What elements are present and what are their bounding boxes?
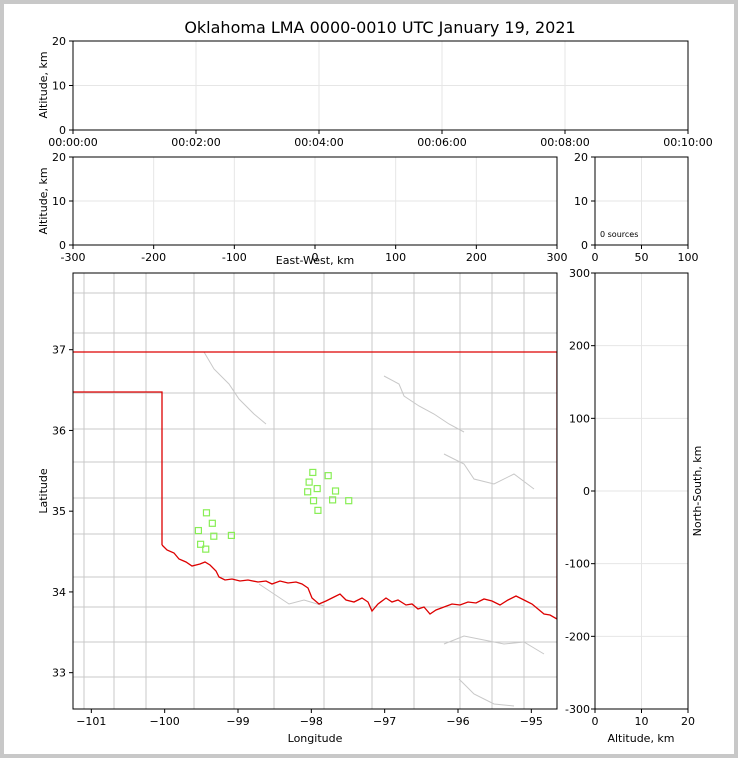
red-river-border: [161, 544, 557, 620]
alt-ns-y-tick-label: -300: [565, 703, 590, 716]
time-altitude-x-tick-label: 00:10:00: [663, 136, 712, 149]
time-altitude-x-tick-label: 00:06:00: [417, 136, 466, 149]
lma-station-marker: [324, 472, 332, 480]
longitude-tick-label: −97: [373, 715, 396, 728]
longitude-tick-label: −95: [520, 715, 543, 728]
county-lines: [73, 273, 557, 709]
lma-station-marker: [309, 468, 317, 477]
alt-ns-y-tick-label: 100: [569, 412, 590, 425]
east-west-y-tick-label: 0: [59, 239, 66, 252]
county-line: [203, 351, 267, 425]
lma-station-marker: [210, 532, 218, 540]
latitude-tick-label: 33: [52, 667, 66, 680]
lma-station-marker: [314, 506, 322, 514]
alt-ns-x-tick-label: 0: [592, 715, 599, 728]
altitude-north-south-panel: 0 10 20 -300 -200 -100 0 100 200 300 North-South,…: [565, 267, 704, 745]
state-border: [73, 351, 557, 620]
alt-ns-x-tick-label: 10: [635, 715, 649, 728]
alt-ns-y-tick-label: 200: [569, 340, 590, 353]
longitude-tick-label: −96: [446, 715, 469, 728]
time-altitude-x-tick-label: 00:00:00: [48, 136, 97, 149]
time-altitude-x-tick-label: 00:02:00: [171, 136, 220, 149]
county-line: [443, 635, 545, 655]
alt-ns-y-tick-label: 0: [583, 485, 590, 498]
lma-station-marker: [304, 488, 312, 496]
histogram-x-tick-label: 50: [635, 251, 649, 264]
altitude-histogram-panel: 0 50 100 0 10 20 0 sources: [574, 151, 699, 264]
time-altitude-ylabel: Altitude, km: [37, 51, 50, 118]
latitude-tick-label: 34: [52, 586, 66, 599]
longitude-tick-label: −101: [76, 715, 106, 728]
panhandle-border: [73, 391, 163, 545]
alt-ns-y-tick-label: -200: [565, 630, 590, 643]
county-line: [458, 678, 515, 707]
lma-figure: Oklahoma LMA 0000-0010 UTC January 19, 2…: [37, 18, 713, 745]
map-frame: [72, 272, 558, 710]
lma-station-marker: [309, 497, 318, 505]
plan-view-map-panel: −101 −100 −99 −98 −97 −96 −95 33 34 35 36 37 Latitu…: [37, 272, 558, 745]
latitude-tick-label: 37: [52, 344, 66, 357]
histogram-y-tick-label: 0: [581, 239, 588, 252]
histogram-y-tick-label: 20: [574, 151, 588, 164]
east-west-y-tick-label: 10: [52, 195, 66, 208]
lma-station-marker: [194, 526, 202, 535]
county-line: [443, 453, 535, 490]
lma-station-marker: [208, 519, 216, 527]
lma-station-marker: [197, 540, 205, 548]
alt-ns-y-tick-label: 300: [569, 267, 590, 280]
lma-station-marker: [331, 487, 340, 495]
figure-frame: Oklahoma LMA 0000-0010 UTC January 19, 2…: [4, 4, 734, 754]
lma-station-marker: [202, 509, 211, 517]
latitude-tick-label: 35: [52, 505, 66, 518]
alt-ns-y-tick-label: -100: [565, 558, 590, 571]
lma-station-marker: [202, 545, 210, 553]
time-altitude-panel: 00:00:00 00:02:00 00:04:00 00:06:00 00:08:00…: [37, 35, 713, 149]
east-west-y-tick-label: 20: [52, 151, 66, 164]
altitude-label: Altitude, km: [607, 732, 674, 745]
east-west-x-tick-label: 0: [312, 251, 319, 264]
lma-stations: [194, 468, 353, 553]
county-line: [383, 375, 465, 433]
longitude-tick-label: −98: [300, 715, 323, 728]
time-altitude-y-tick-label: 20: [52, 35, 66, 48]
lma-station-marker: [345, 497, 353, 505]
east-west-x-tick-label: -300: [61, 251, 86, 264]
histogram-y-tick-label: 10: [574, 195, 588, 208]
county-line: [258, 583, 325, 607]
east-west-x-tick-label: -100: [222, 251, 247, 264]
latitude-tick-label: 36: [52, 424, 66, 437]
longitude-tick-label: −100: [150, 715, 180, 728]
east-west-x-tick-label: 100: [385, 251, 406, 264]
longitude-tick-label: −99: [226, 715, 249, 728]
histogram-x-tick-label: 0: [592, 251, 599, 264]
east-west-x-tick-label: -200: [141, 251, 166, 264]
time-altitude-y-tick-label: 0: [59, 124, 66, 137]
time-altitude-y-tick-label: 10: [52, 80, 66, 93]
lma-station-marker: [305, 478, 313, 486]
north-south-label: North-South, km: [691, 446, 704, 537]
figure-title: Oklahoma LMA 0000-0010 UTC January 19, 2…: [184, 18, 575, 37]
lma-station-marker: [329, 496, 337, 504]
time-altitude-x-tick-label: 00:04:00: [294, 136, 343, 149]
longitude-label: Longitude: [288, 732, 343, 745]
east-west-altitude-panel: -300 -200 -100 0 100 200 300 0 10 20 Altitude, km…: [37, 151, 568, 267]
east-west-altitude-ylabel: Altitude, km: [37, 167, 50, 234]
latitude-label: Latitude: [37, 468, 50, 514]
alt-ns-x-tick-label: 20: [681, 715, 695, 728]
east-west-x-tick-label: 300: [547, 251, 568, 264]
histogram-x-tick-label: 100: [678, 251, 699, 264]
time-altitude-x-tick-label: 00:08:00: [540, 136, 589, 149]
east-west-x-tick-label: 200: [466, 251, 487, 264]
lma-station-marker: [313, 484, 321, 493]
east-west-xlabel: East-West, km: [276, 254, 354, 267]
sources-count-annotation: 0 sources: [600, 230, 638, 239]
lma-station-marker: [227, 531, 235, 540]
